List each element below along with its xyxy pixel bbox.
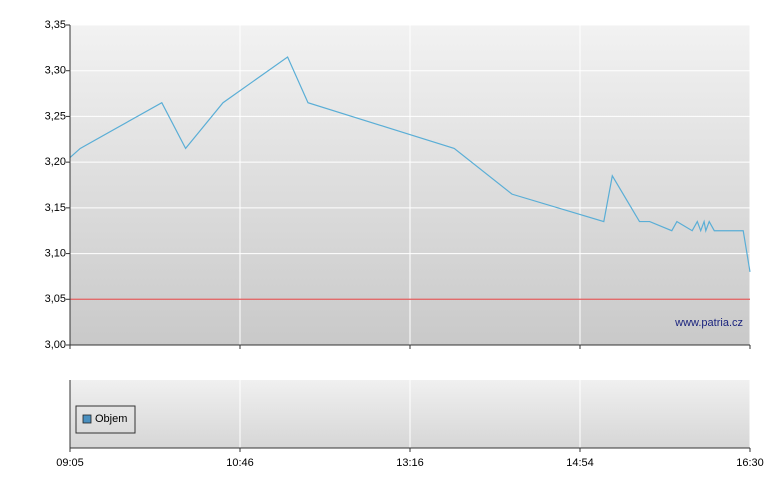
watermark: www.patria.cz xyxy=(674,317,743,329)
x-tick-label: 10:46 xyxy=(226,457,254,469)
x-tick-label: 09:05 xyxy=(56,457,84,469)
x-tick-label: 16:30 xyxy=(736,457,764,469)
y-tick-label: 3,35 xyxy=(45,19,66,31)
x-tick-label: 14:54 xyxy=(566,457,594,469)
legend-label: Objem xyxy=(95,413,127,425)
y-tick-label: 3,05 xyxy=(45,293,66,305)
y-tick-label: 3,25 xyxy=(45,110,66,122)
y-tick-label: 3,30 xyxy=(45,65,66,77)
legend-swatch xyxy=(82,414,92,424)
legend-box xyxy=(75,405,136,434)
y-tick-label: 3,00 xyxy=(45,339,66,351)
price-line xyxy=(69,56,751,272)
y-tick-label: 3,20 xyxy=(45,156,66,168)
y-tick-label: 3,15 xyxy=(45,202,66,214)
y-tick-label: 3,10 xyxy=(45,247,66,259)
x-tick-label: 13:16 xyxy=(396,457,424,469)
